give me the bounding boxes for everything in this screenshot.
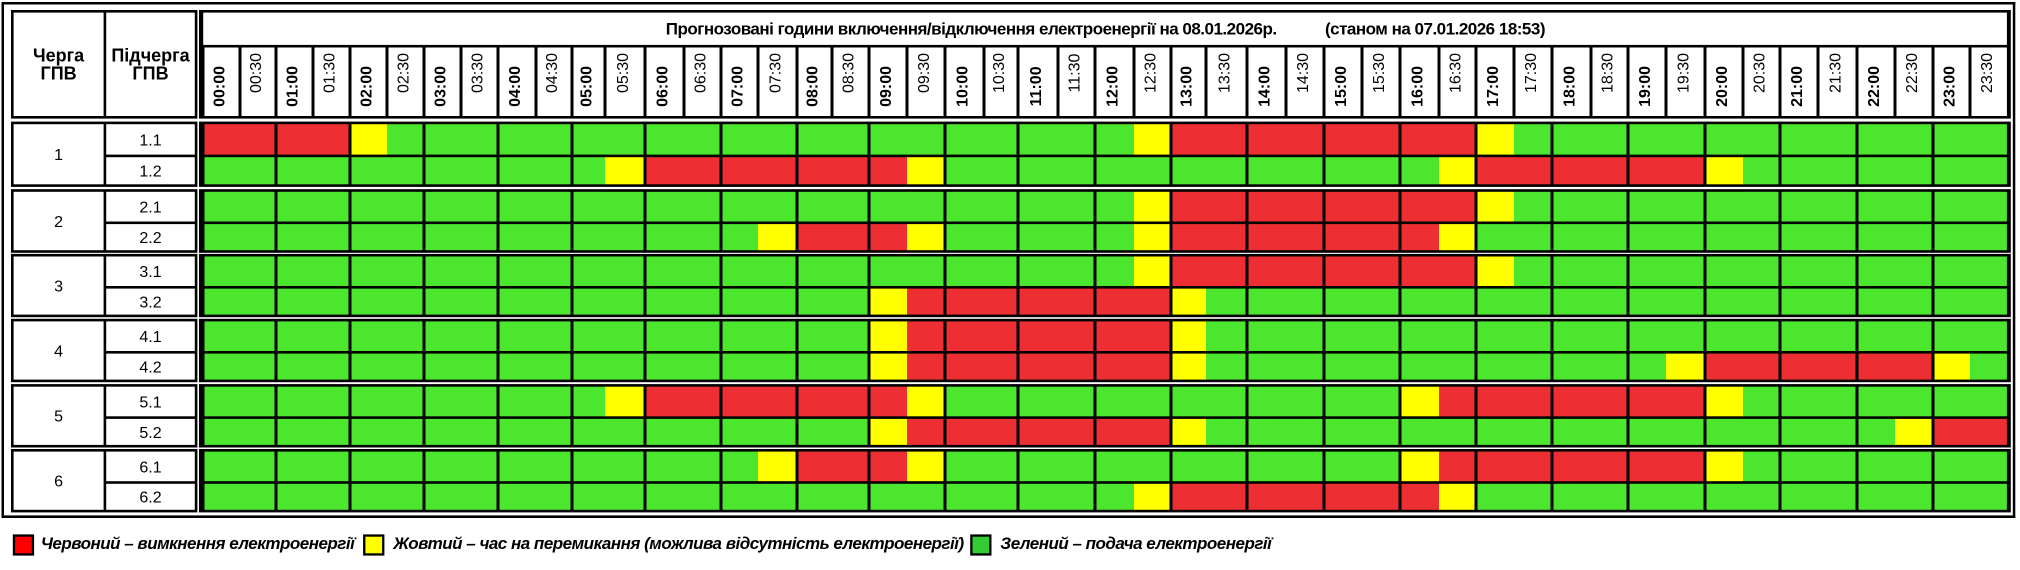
- svg-text:02:30: 02:30: [396, 53, 413, 93]
- svg-text:01:30: 01:30: [322, 53, 339, 93]
- svg-text:5.1: 5.1: [139, 394, 161, 411]
- svg-text:07:30: 07:30: [768, 53, 785, 93]
- svg-text:(станом на 07.01.2026 18:53): (станом на 07.01.2026 18:53): [1325, 19, 1545, 38]
- svg-text:12:30: 12:30: [1143, 53, 1160, 93]
- svg-text:14:30: 14:30: [1295, 53, 1312, 93]
- svg-text:4.2: 4.2: [139, 360, 161, 377]
- svg-text:16:00: 16:00: [1410, 66, 1427, 107]
- svg-text:01:00: 01:00: [285, 66, 302, 107]
- svg-text:15:30: 15:30: [1371, 53, 1388, 93]
- svg-text:03:00: 03:00: [433, 66, 450, 107]
- svg-text:ГПВ: ГПВ: [132, 64, 168, 84]
- svg-text:00:30: 00:30: [248, 53, 265, 93]
- svg-text:19:30: 19:30: [1676, 53, 1693, 93]
- svg-text:19:00: 19:00: [1637, 66, 1654, 107]
- svg-text:04:30: 04:30: [544, 53, 561, 93]
- svg-text:06:30: 06:30: [693, 53, 710, 93]
- svg-text:02:00: 02:00: [359, 66, 376, 107]
- svg-text:Зелений – подача електроенергі: Зелений – подача електроенергії: [1000, 534, 1274, 553]
- svg-text:11:30: 11:30: [1067, 53, 1084, 92]
- svg-text:Червоний – вимкнення електроен: Червоний – вимкнення електроенергії: [41, 534, 357, 553]
- svg-text:1.1: 1.1: [139, 132, 161, 149]
- svg-text:Черга: Черга: [33, 46, 85, 66]
- svg-text:6.1: 6.1: [139, 459, 161, 476]
- svg-text:Підчерга: Підчерга: [111, 46, 190, 66]
- svg-text:23:30: 23:30: [1979, 53, 1996, 93]
- svg-text:11:00: 11:00: [1028, 66, 1045, 106]
- svg-text:07:00: 07:00: [730, 66, 747, 107]
- svg-text:23:00: 23:00: [1942, 66, 1959, 107]
- svg-text:17:00: 17:00: [1485, 66, 1502, 107]
- svg-text:3.1: 3.1: [139, 264, 161, 281]
- svg-text:1.2: 1.2: [139, 164, 161, 181]
- svg-text:20:30: 20:30: [1752, 53, 1769, 93]
- svg-text:4: 4: [54, 343, 63, 360]
- svg-text:2.1: 2.1: [139, 200, 161, 217]
- svg-text:05:30: 05:30: [615, 53, 632, 93]
- svg-text:21:30: 21:30: [1828, 53, 1845, 93]
- svg-text:09:00: 09:00: [878, 66, 895, 107]
- svg-text:08:00: 08:00: [805, 66, 822, 107]
- svg-text:00:00: 00:00: [212, 66, 229, 107]
- svg-text:22:30: 22:30: [1904, 53, 1921, 93]
- svg-text:06:00: 06:00: [655, 66, 672, 107]
- svg-text:2: 2: [54, 214, 63, 231]
- svg-text:14:00: 14:00: [1257, 66, 1274, 107]
- svg-text:22:00: 22:00: [1866, 66, 1883, 107]
- svg-text:3: 3: [54, 278, 63, 295]
- svg-text:Прогнозовані години включення/: Прогнозовані години включення/відключенн…: [666, 19, 1277, 38]
- svg-text:21:00: 21:00: [1789, 66, 1806, 107]
- svg-text:18:30: 18:30: [1600, 53, 1617, 93]
- svg-text:2.2: 2.2: [139, 230, 161, 247]
- svg-text:16:30: 16:30: [1448, 53, 1465, 93]
- svg-text:1: 1: [54, 147, 63, 164]
- svg-text:3.2: 3.2: [139, 295, 161, 312]
- svg-text:03:30: 03:30: [470, 53, 487, 93]
- svg-text:09:30: 09:30: [916, 53, 933, 93]
- svg-text:5: 5: [54, 409, 63, 426]
- svg-text:17:30: 17:30: [1523, 53, 1540, 93]
- svg-text:13:00: 13:00: [1179, 66, 1196, 107]
- svg-text:6.2: 6.2: [139, 490, 161, 507]
- svg-text:13:30: 13:30: [1217, 53, 1234, 93]
- svg-text:ГПВ: ГПВ: [41, 64, 77, 84]
- svg-text:04:00: 04:00: [507, 66, 524, 107]
- svg-text:12:00: 12:00: [1105, 66, 1122, 107]
- svg-text:Жовтий – час на перемикання (м: Жовтий – час на перемикання (можлива від…: [392, 534, 964, 553]
- svg-text:4.1: 4.1: [139, 329, 161, 346]
- svg-text:6: 6: [54, 474, 63, 491]
- svg-text:10:30: 10:30: [991, 53, 1008, 93]
- svg-text:18:00: 18:00: [1562, 66, 1579, 107]
- svg-text:15:00: 15:00: [1333, 66, 1350, 107]
- svg-text:5.2: 5.2: [139, 425, 161, 442]
- svg-text:20:00: 20:00: [1714, 66, 1731, 107]
- svg-text:08:30: 08:30: [841, 53, 858, 93]
- svg-text:05:00: 05:00: [579, 66, 596, 107]
- svg-text:10:00: 10:00: [955, 66, 972, 107]
